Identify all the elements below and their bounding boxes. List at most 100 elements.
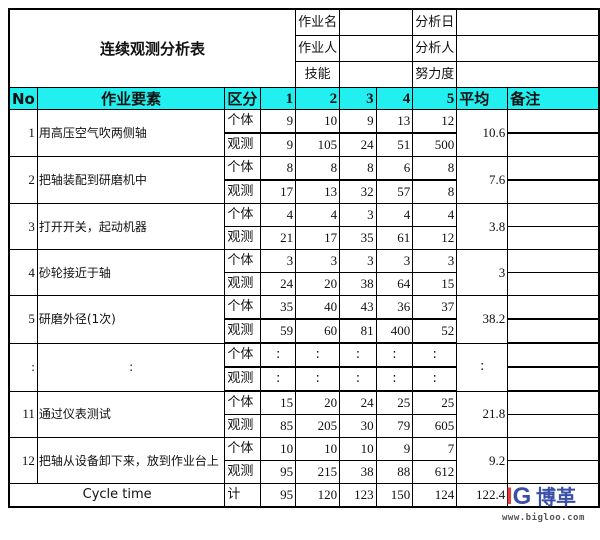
table-row: 观测::::: — [9, 366, 600, 392]
category-observed: 观测 — [224, 414, 262, 438]
remarks-cell[interactable] — [507, 390, 600, 415]
average-value: 3.8 — [456, 203, 509, 250]
table-row: 4 砂轮接近于轴 个体 3 3 3 3 3 3 — [8, 249, 600, 296]
individual-time: 10 — [295, 437, 341, 461]
field-value[interactable] — [456, 61, 600, 88]
table-row: 观测 95 215 38 88 612 — [9, 460, 600, 484]
field-label: 作业名 — [295, 8, 341, 36]
work-element: 用高压空气吹两侧轴 — [36, 109, 226, 157]
table-row: 12 把轴从设备卸下来，放到作业台上 个体 10 10 10 9 7 9.2 — [8, 437, 600, 484]
table-row: :: 个体:::::: — [8, 342, 600, 392]
observed-time: 500 — [412, 132, 458, 157]
individual-time: 3 — [260, 249, 297, 273]
category-observed: 观测 — [224, 460, 262, 484]
field-value[interactable] — [456, 35, 600, 62]
observed-time: 51 — [375, 132, 414, 157]
individual-time: : — [375, 342, 414, 368]
observed-time: 215 — [295, 460, 341, 484]
work-element: 打开开关，起动机器 — [36, 203, 226, 250]
row-number: : — [8, 342, 38, 392]
individual-time: 24 — [339, 390, 377, 415]
remarks-cell[interactable] — [507, 179, 600, 204]
observed-time: 32 — [339, 179, 377, 204]
remarks-cell[interactable] — [507, 109, 600, 134]
continuous-observation-table: 连续观测分析表 作业名 分析日 作业人 分析人 技能 努力度 No 作业要素 区… — [8, 8, 600, 508]
observed-time: 9 — [260, 132, 297, 157]
remarks-cell[interactable] — [507, 132, 600, 157]
field-value[interactable] — [339, 61, 414, 88]
individual-time: 10 — [339, 437, 377, 461]
observed-time: 24 — [339, 132, 377, 157]
row-number: 1 — [8, 109, 38, 157]
category-individual: 个体 — [224, 249, 262, 273]
individual-time: 8 — [260, 156, 297, 181]
individual-time: 20 — [295, 390, 341, 415]
cycle-time-value: 120 — [295, 483, 341, 508]
remarks-cell[interactable] — [507, 437, 600, 461]
cycle-time-value: 150 — [375, 483, 414, 508]
observed-time: 12 — [412, 226, 458, 250]
category-observed: 观测 — [224, 318, 262, 344]
work-element: 通过仪表测试 — [36, 390, 226, 438]
observed-time: 205 — [295, 414, 341, 438]
average-value: 38.2 — [456, 295, 509, 344]
individual-time: 8 — [412, 156, 458, 181]
field-value[interactable] — [339, 8, 414, 36]
remarks-cell[interactable] — [507, 318, 600, 344]
col-header-3: 3 — [339, 87, 377, 110]
col-header-1: 1 — [260, 87, 297, 110]
remarks-cell[interactable] — [507, 249, 600, 273]
remarks-cell[interactable] — [507, 414, 600, 438]
individual-time: 10 — [295, 109, 341, 134]
remarks-cell[interactable] — [507, 342, 600, 368]
cycle-time-label: Cycle time — [8, 483, 226, 508]
col-header-no: No — [8, 87, 38, 110]
individual-time: 9 — [339, 109, 377, 134]
category-observed: 观测 — [224, 366, 262, 392]
col-header-2: 2 — [295, 87, 341, 110]
cycle-time-value: 95 — [260, 483, 297, 508]
individual-time: 4 — [375, 203, 414, 227]
observed-time: 35 — [339, 226, 377, 250]
remarks-cell[interactable] — [507, 295, 600, 320]
field-value[interactable] — [339, 35, 414, 62]
remarks-cell[interactable] — [507, 366, 600, 392]
remarks-cell — [507, 483, 600, 508]
category-observed: 观测 — [224, 132, 262, 157]
row-number: 2 — [8, 156, 38, 204]
category-individual: 个体 — [224, 295, 262, 320]
observed-time: : — [375, 366, 414, 392]
field-value[interactable] — [456, 8, 600, 36]
field-label: 技能 — [295, 61, 341, 88]
observed-time: 61 — [375, 226, 414, 250]
average-value: : — [456, 342, 509, 392]
observed-time: 64 — [375, 272, 414, 296]
individual-time: 8 — [295, 156, 341, 181]
individual-time: 7 — [412, 437, 458, 461]
remarks-cell[interactable] — [507, 460, 600, 484]
observed-time: 38 — [339, 272, 377, 296]
remarks-cell[interactable] — [507, 203, 600, 227]
average-value: 10.6 — [456, 109, 509, 157]
table-row: 1 用高压空气吹两侧轴 个体 9 10 9 13 12 10.6 — [8, 109, 600, 157]
work-element: 把轴从设备卸下来，放到作业台上 — [36, 437, 226, 484]
table-row: 3 打开开关，起动机器 个体 4 4 3 4 4 3.8 — [8, 203, 600, 250]
individual-time: 25 — [375, 390, 414, 415]
work-element: 把轴装配到研磨机中 — [36, 156, 226, 204]
remarks-cell[interactable] — [507, 226, 600, 250]
table-row: 11 通过仪表测试 个体 15 20 24 25 25 21.8 — [8, 390, 600, 438]
average-value: 3 — [456, 249, 509, 296]
observed-time: 20 — [295, 272, 341, 296]
cycle-time-average: 122.4 — [456, 483, 509, 508]
work-element: 研磨外径(1次) — [36, 295, 226, 344]
remarks-cell[interactable] — [507, 272, 600, 296]
col-header-element: 作业要素 — [36, 87, 226, 110]
column-header-row: No 作业要素 区分 1 2 3 4 5 平均 备注 — [8, 87, 600, 110]
table-row: 5 研磨外径(1次) 个体 35 40 43 36 37 38.2 — [8, 295, 600, 344]
table-row: 观测 24 20 38 64 15 — [9, 272, 600, 296]
col-header-average: 平均 — [456, 87, 509, 110]
col-header-remarks: 备注 — [507, 87, 600, 110]
remarks-cell[interactable] — [507, 156, 600, 181]
category-individual: 个体 — [224, 342, 262, 368]
observed-time: 21 — [260, 226, 297, 250]
